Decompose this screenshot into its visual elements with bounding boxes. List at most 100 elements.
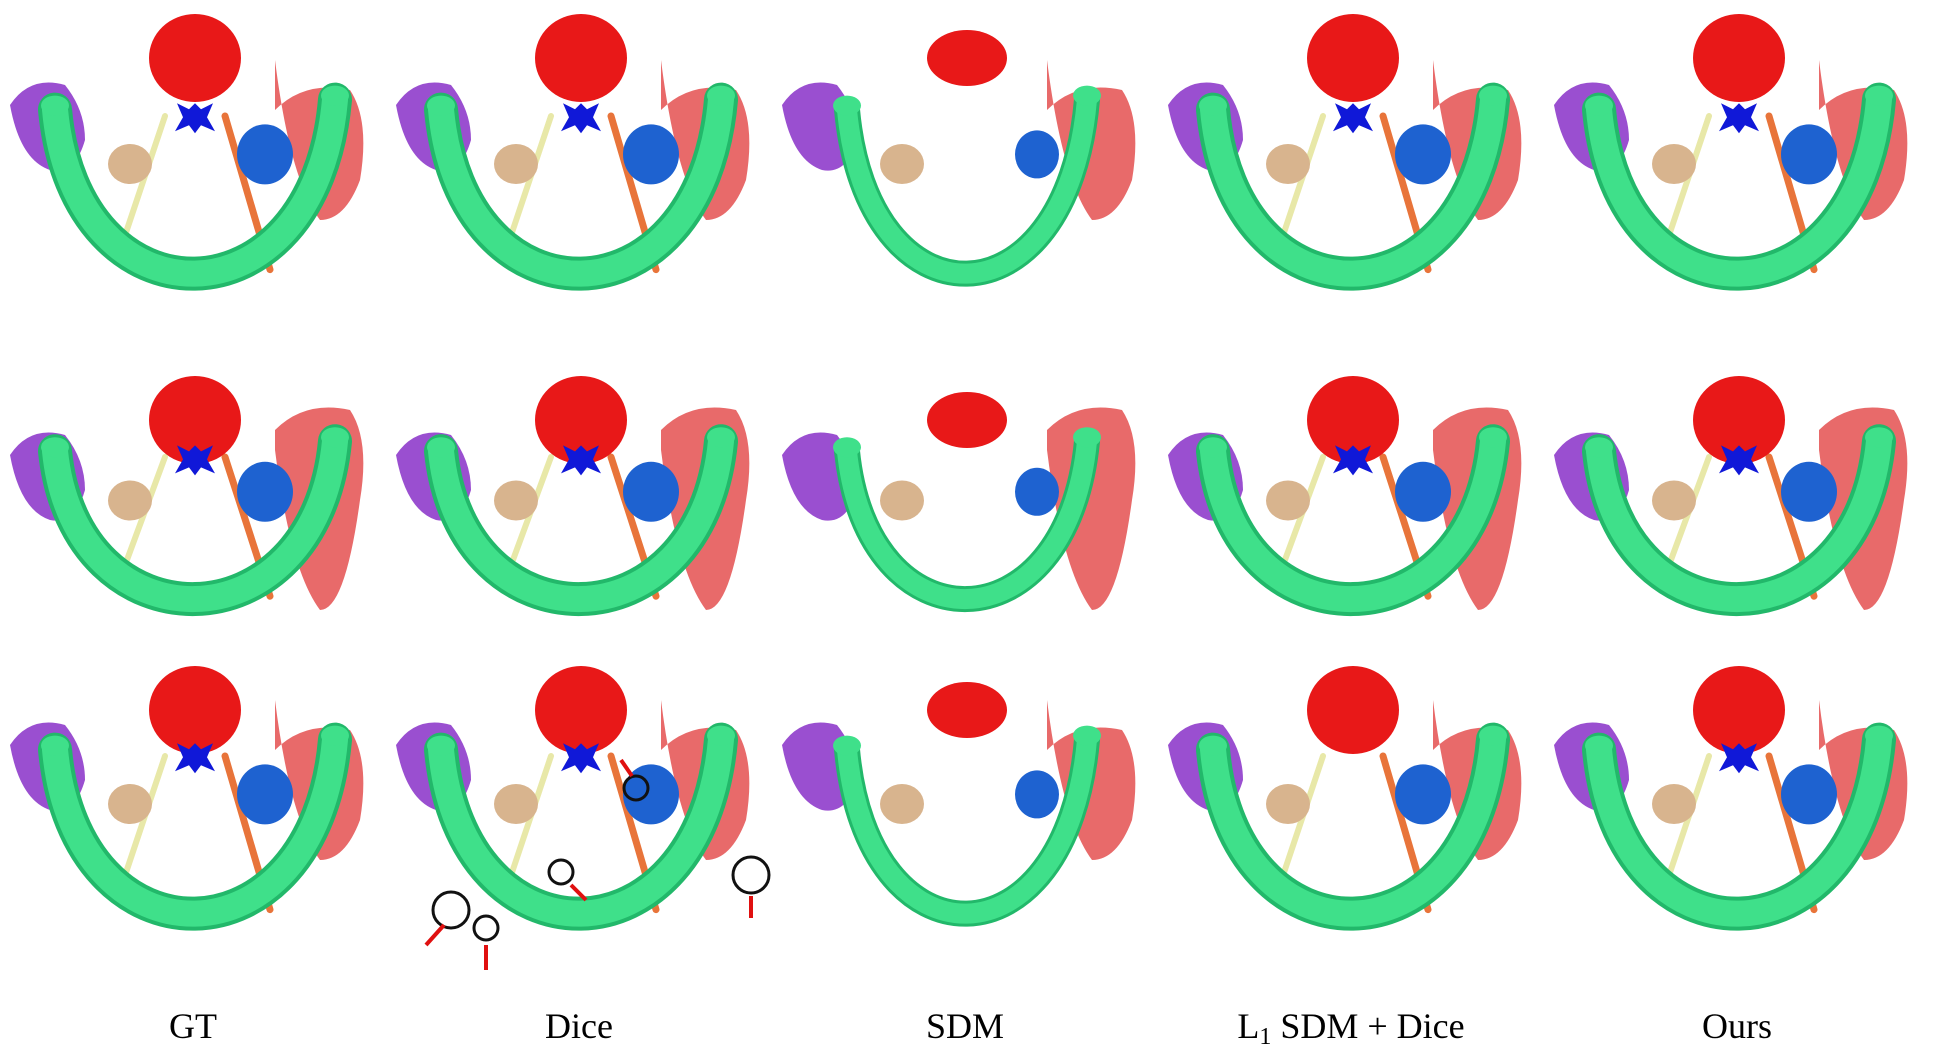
blue-blob bbox=[1781, 764, 1837, 825]
red-blob bbox=[1693, 376, 1785, 464]
blue-blob bbox=[1781, 124, 1837, 185]
mandible-shape-highlight bbox=[428, 86, 734, 287]
yellow-nerve-line bbox=[117, 113, 168, 254]
right-condyle bbox=[1073, 725, 1101, 746]
annotation-circle bbox=[472, 914, 500, 942]
blue-blob bbox=[1015, 467, 1059, 516]
red-blob bbox=[149, 14, 241, 102]
mandible-shape-highlight bbox=[42, 428, 348, 613]
right-condyle bbox=[321, 427, 349, 448]
right-condyle bbox=[1865, 85, 1893, 106]
blue-x-shape bbox=[175, 743, 215, 774]
left-condyle bbox=[1585, 735, 1613, 756]
tan-blob bbox=[1652, 784, 1696, 824]
blue-blob bbox=[237, 124, 293, 185]
right-condyle bbox=[1865, 725, 1893, 746]
mandible-shape-highlight bbox=[1200, 428, 1506, 613]
left-condyle bbox=[41, 735, 69, 756]
red-blob bbox=[927, 682, 1007, 738]
left-condyle bbox=[427, 735, 455, 756]
yellow-nerve-line bbox=[503, 753, 554, 894]
red-blob bbox=[1307, 376, 1399, 464]
blue-x-shape bbox=[175, 445, 215, 476]
blue-x-shape bbox=[1333, 445, 1373, 476]
mandible-shape-highlight bbox=[428, 428, 734, 613]
blue-blob bbox=[1395, 124, 1451, 185]
tan-blob bbox=[880, 784, 924, 824]
annotation-circle bbox=[622, 774, 650, 802]
tan-blob bbox=[1266, 144, 1310, 184]
red-blob bbox=[1307, 14, 1399, 102]
right-condyle bbox=[1479, 427, 1507, 448]
right-condyle bbox=[1865, 427, 1893, 448]
annotation-circle bbox=[431, 890, 471, 930]
tan-blob bbox=[494, 480, 538, 521]
yellow-nerve-line bbox=[1275, 113, 1326, 254]
right-condyle bbox=[1073, 85, 1101, 106]
yellow-nerve-line bbox=[117, 454, 168, 582]
blue-blob bbox=[237, 764, 293, 825]
mandible-shape-highlight bbox=[42, 86, 348, 287]
mandible-shape bbox=[834, 726, 1100, 927]
mandible-shape-highlight bbox=[1586, 726, 1892, 927]
red-blob bbox=[1693, 14, 1785, 102]
red-blob bbox=[535, 14, 627, 102]
label-rest: SDM + Dice bbox=[1271, 1006, 1465, 1046]
left-condyle bbox=[1199, 95, 1227, 116]
red-blob bbox=[1307, 666, 1399, 754]
right-condyle bbox=[1479, 85, 1507, 106]
tan-blob bbox=[1266, 784, 1310, 824]
mandible-shape-highlight bbox=[42, 726, 348, 927]
left-condyle bbox=[833, 735, 861, 756]
mandible-shape-highlight bbox=[837, 431, 1097, 609]
tan-blob bbox=[494, 144, 538, 184]
yellow-nerve-line bbox=[1661, 753, 1712, 894]
red-blob bbox=[927, 30, 1007, 86]
left-condyle bbox=[427, 437, 455, 458]
col-label-sdm: SDM bbox=[925, 1006, 1005, 1046]
annotation-arrow bbox=[424, 923, 446, 947]
tan-blob bbox=[1266, 480, 1310, 521]
left-condyle bbox=[427, 95, 455, 116]
mandible-shape-highlight bbox=[428, 726, 734, 927]
mandible-shape-highlight bbox=[1586, 86, 1892, 287]
annotation-circle bbox=[731, 855, 771, 895]
tan-blob bbox=[1652, 480, 1696, 521]
blue-x-shape bbox=[175, 103, 215, 134]
right-condyle bbox=[321, 85, 349, 106]
left-condyle bbox=[1585, 437, 1613, 458]
red-blob bbox=[1693, 666, 1785, 754]
tan-blob bbox=[108, 784, 152, 824]
col-label-l1-sdm-dice: L1 SDM + Dice bbox=[1158, 1006, 1544, 1057]
yellow-nerve-line bbox=[503, 113, 554, 254]
mandible-shape bbox=[834, 86, 1100, 287]
mandible-shape-highlight bbox=[837, 89, 1097, 284]
col-label-dice: Dice bbox=[545, 1006, 613, 1046]
yellow-nerve-line bbox=[1275, 753, 1326, 894]
blue-blob bbox=[1781, 461, 1837, 522]
blue-blob bbox=[237, 461, 293, 522]
right-condyle bbox=[1479, 725, 1507, 746]
tan-blob bbox=[494, 784, 538, 824]
pink-blob bbox=[1047, 407, 1136, 610]
left-condyle bbox=[41, 95, 69, 116]
blue-blob bbox=[623, 764, 679, 825]
blue-blob bbox=[1395, 461, 1451, 522]
annotation-arrow bbox=[569, 883, 588, 902]
red-blob bbox=[149, 376, 241, 464]
red-blob bbox=[927, 392, 1007, 448]
red-blob bbox=[149, 666, 241, 754]
right-condyle bbox=[1073, 427, 1101, 448]
col-label-gt: GT bbox=[169, 1006, 217, 1046]
mandible-shape-highlight bbox=[1200, 86, 1506, 287]
left-condyle bbox=[833, 437, 861, 458]
left-condyle bbox=[833, 95, 861, 116]
yellow-nerve-line bbox=[503, 454, 554, 582]
blue-x-shape bbox=[561, 103, 601, 134]
mandible-shape-highlight bbox=[837, 729, 1097, 924]
blue-x-shape bbox=[561, 743, 601, 774]
left-condyle bbox=[41, 437, 69, 458]
label-subscript: 1 bbox=[1259, 1024, 1272, 1050]
left-condyle bbox=[1199, 735, 1227, 756]
